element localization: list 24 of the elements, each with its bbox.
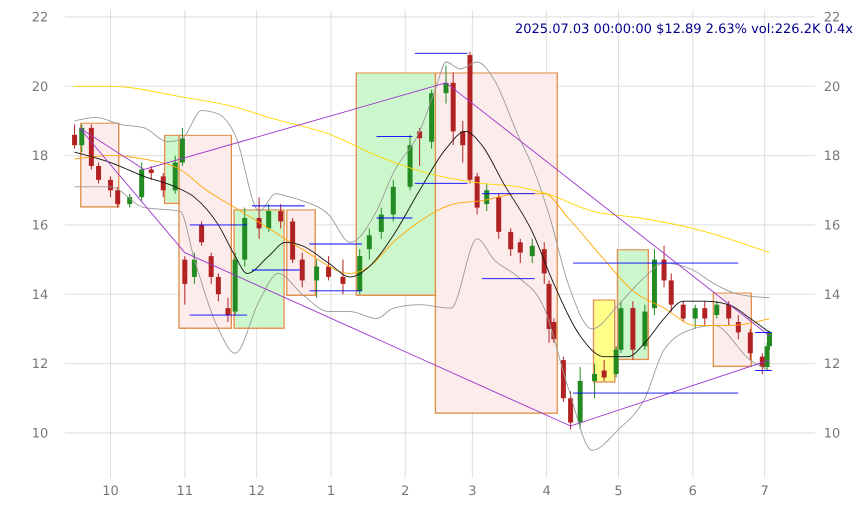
- y-tick-label: 16: [32, 218, 48, 234]
- y-tick-label: 14: [32, 288, 48, 303]
- x-tick-label: 3: [468, 484, 476, 499]
- x-tick-label: 5: [614, 484, 623, 499]
- y2-tick-label: 18: [824, 149, 840, 164]
- text: 2025.07.03 00:00:00 $12.89 2.63% vol:226.2K 0.4x: [514, 22, 854, 37]
- x-tick-label: 11: [176, 484, 194, 499]
- y-tick-label: 18: [32, 149, 48, 164]
- y-tick-label: 10: [32, 426, 48, 442]
- y2-tick-label: 14: [824, 288, 840, 303]
- x-tick-label: 12: [248, 484, 265, 499]
- x-tick-label: 2: [401, 484, 410, 499]
- x-tick-label: 6: [688, 484, 697, 499]
- y2-tick-label: 16: [824, 218, 840, 234]
- y-tick-label: 22: [32, 10, 48, 26]
- x-tick-label: 1: [326, 484, 336, 499]
- y2-tick-label: 12: [824, 357, 840, 372]
- x-tick-label: 10: [102, 484, 119, 499]
- y-tick-label: 20: [32, 80, 48, 95]
- y2-tick-label: 20: [824, 80, 840, 95]
- x-tick-label: 7: [760, 484, 769, 499]
- y-tick-label: 12: [32, 357, 48, 372]
- y2-tick-label: 10: [824, 426, 840, 442]
- x-tick-label: 4: [542, 484, 551, 499]
